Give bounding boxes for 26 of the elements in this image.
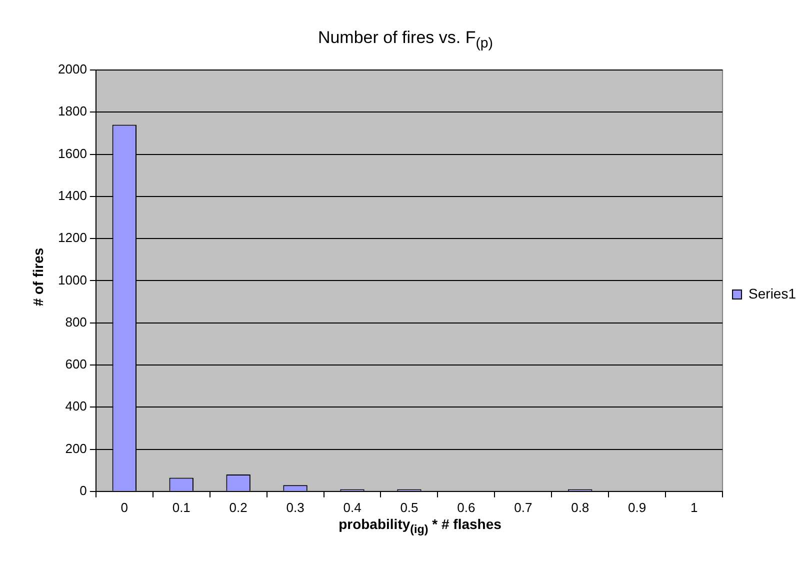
x-axis-title: probability$_{(ig)}$ * # flashes — [338, 516, 502, 536]
legend-label: Series1 — [748, 285, 796, 302]
x-tick-label: 0.7 — [514, 500, 532, 515]
y-axis-title: # of fires — [30, 248, 46, 306]
y-tick-label: 800 — [65, 314, 87, 330]
y-tick-label: 400 — [65, 398, 87, 414]
y-tick-label: 0 — [80, 482, 87, 498]
y-tick-label: 200 — [65, 440, 87, 456]
y-tick-label: 1400 — [58, 188, 87, 203]
y-tick-label: 2000 — [58, 62, 87, 77]
x-tick-label: 0.4 — [343, 500, 362, 515]
x-tick-label: 0.1 — [172, 500, 190, 515]
y-tick-label: 1000 — [58, 272, 87, 288]
y-tick-label: 600 — [65, 356, 87, 372]
y-tick-label: 1200 — [58, 230, 87, 246]
y-tick-label: 1800 — [58, 104, 87, 119]
x-tick-label: 0.9 — [628, 500, 646, 515]
y-tick-label: 1600 — [58, 146, 87, 161]
x-tick-label: 0.8 — [571, 500, 590, 515]
chart-title: Number of fires vs. F$_{(p)}$ — [316, 28, 494, 52]
x-tick-label: 0.5 — [400, 500, 418, 515]
x-tick-label: 1 — [690, 500, 698, 515]
x-tick-label: 0.3 — [286, 500, 304, 515]
x-tick-label: 0.6 — [457, 500, 476, 515]
x-tick-label: 0.2 — [229, 500, 248, 515]
x-tick-label: 0 — [120, 500, 128, 515]
